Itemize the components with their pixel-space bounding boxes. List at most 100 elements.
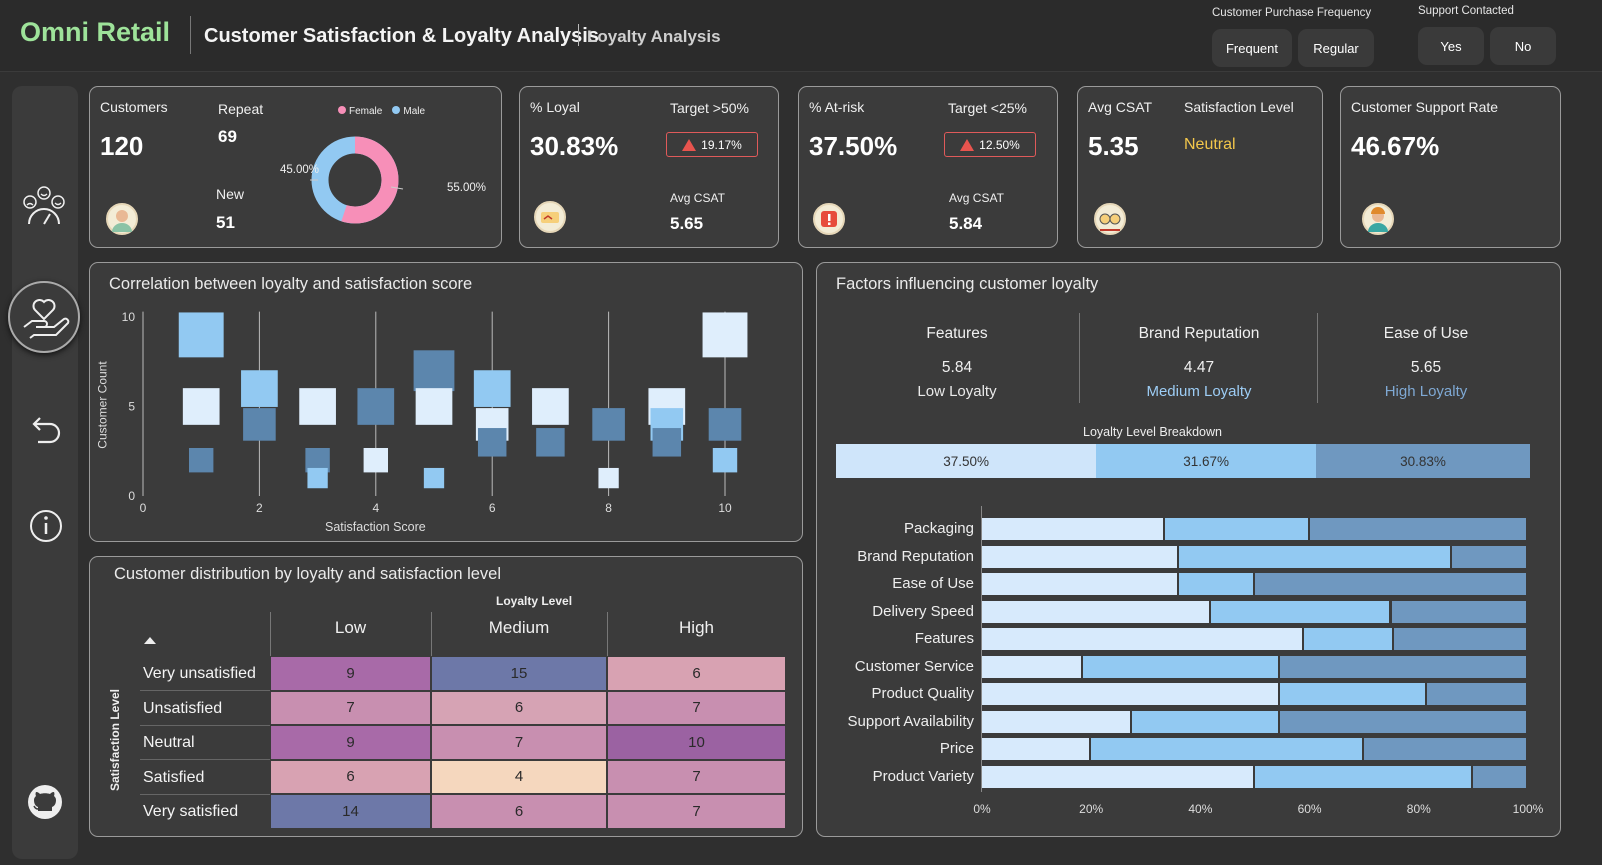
bar-segment[interactable] bbox=[982, 765, 1253, 788]
matrix-cell[interactable]: 9 bbox=[271, 726, 430, 759]
matrix-cell[interactable]: 7 bbox=[271, 691, 430, 724]
bar-x-tick: 0% bbox=[973, 802, 991, 816]
matrix-cell[interactable]: 7 bbox=[608, 795, 785, 828]
matrix-cell[interactable]: 6 bbox=[271, 760, 430, 793]
matrix-cell[interactable]: 4 bbox=[432, 760, 606, 793]
bar-segment[interactable] bbox=[1255, 573, 1526, 595]
bar-segment[interactable] bbox=[1091, 738, 1363, 760]
factor-column: Features 5.84 Low Loyalty bbox=[837, 325, 1077, 400]
matrix-cell[interactable]: 6 bbox=[432, 691, 606, 724]
matrix-cell[interactable]: 15 bbox=[432, 657, 606, 690]
bar-segment[interactable] bbox=[982, 710, 1131, 733]
scatter-point[interactable] bbox=[241, 370, 278, 407]
matrix-col-header[interactable]: High bbox=[679, 618, 714, 637]
scatter-point[interactable] bbox=[423, 467, 445, 489]
scatter-point[interactable] bbox=[598, 467, 619, 489]
bar-x-tick: 40% bbox=[1188, 802, 1213, 816]
bar-x-tick: 20% bbox=[1079, 802, 1104, 816]
customers-value: 120 bbox=[100, 131, 144, 161]
bar-segment[interactable] bbox=[1309, 518, 1526, 540]
matrix-cell[interactable]: 14 bbox=[271, 795, 430, 828]
scatter-point[interactable] bbox=[708, 408, 742, 441]
bar-segment[interactable] bbox=[1178, 545, 1450, 568]
scatter-point[interactable] bbox=[536, 428, 565, 457]
bar-segment[interactable] bbox=[1364, 738, 1526, 760]
scatter-point[interactable] bbox=[307, 467, 328, 489]
bar-segment[interactable] bbox=[982, 573, 1177, 595]
bar-segment[interactable] bbox=[1394, 628, 1526, 650]
bar-segment[interactable] bbox=[1391, 600, 1526, 623]
bar-segment[interactable] bbox=[1279, 710, 1526, 733]
loyal-target: Target >50% bbox=[670, 100, 749, 116]
bar-segment[interactable] bbox=[1304, 628, 1393, 650]
support-yes-button[interactable]: Yes bbox=[1418, 27, 1484, 65]
scatter-point[interactable] bbox=[477, 428, 507, 457]
matrix-cell[interactable]: 6 bbox=[608, 657, 785, 690]
bar-segment[interactable] bbox=[982, 683, 1278, 705]
matrix-cell[interactable]: 10 bbox=[608, 726, 785, 759]
bar-segment[interactable] bbox=[1426, 683, 1526, 705]
scatter-y-tick: 5 bbox=[128, 400, 135, 414]
bar-category-label: Price bbox=[939, 740, 974, 757]
breakdown-segment[interactable]: 37.50% bbox=[836, 444, 1097, 478]
support-rate-card: Customer Support Rate 46.67% bbox=[1340, 86, 1561, 248]
scatter-point[interactable] bbox=[189, 448, 214, 473]
matrix-cell[interactable]: 7 bbox=[432, 726, 606, 759]
sidebar bbox=[8, 86, 80, 859]
scatter-point[interactable] bbox=[363, 448, 388, 473]
frequent-filter-button[interactable]: Frequent bbox=[1212, 29, 1292, 67]
factor-name: Features bbox=[926, 325, 988, 342]
donut-female-slice[interactable] bbox=[311, 136, 399, 224]
scatter-point[interactable] bbox=[413, 350, 455, 392]
at-risk-card: % At-risk 37.50% Target <25% 12.50% Avg … bbox=[798, 86, 1058, 248]
scatter-point[interactable] bbox=[299, 388, 336, 425]
bar-category-label: Support Availability bbox=[847, 712, 974, 730]
scatter-point[interactable] bbox=[473, 370, 511, 407]
breakdown-segment[interactable]: 31.67% bbox=[1096, 444, 1317, 478]
matrix-col-header[interactable]: Medium bbox=[488, 618, 550, 637]
bar-segment[interactable] bbox=[1164, 518, 1308, 540]
scatter-point[interactable] bbox=[182, 388, 220, 425]
regular-filter-button[interactable]: Regular bbox=[1298, 29, 1374, 67]
back-arrow-icon[interactable] bbox=[26, 411, 64, 449]
bar-segment[interactable] bbox=[1178, 573, 1253, 595]
bar-segment[interactable] bbox=[1473, 765, 1526, 788]
bar-segment[interactable] bbox=[982, 545, 1177, 568]
bar-segment[interactable] bbox=[1255, 765, 1472, 788]
bar-segment[interactable] bbox=[1083, 655, 1278, 678]
loyalty-hand-heart-icon[interactable] bbox=[8, 281, 80, 353]
bar-segment[interactable] bbox=[982, 628, 1303, 650]
scatter-point[interactable] bbox=[532, 388, 569, 425]
bar-segment[interactable] bbox=[1279, 655, 1526, 678]
bar-segment[interactable] bbox=[1132, 710, 1278, 733]
bar-segment[interactable] bbox=[1279, 683, 1425, 705]
scatter-point[interactable] bbox=[652, 428, 682, 457]
scatter-point[interactable] bbox=[592, 408, 625, 441]
scatter-point[interactable] bbox=[357, 388, 395, 425]
sort-ascending-icon[interactable] bbox=[144, 637, 156, 644]
bar-segment[interactable] bbox=[982, 655, 1081, 678]
scatter-point[interactable] bbox=[415, 388, 453, 425]
scatter-point[interactable] bbox=[243, 408, 276, 441]
scatter-point[interactable] bbox=[178, 312, 224, 358]
scatter-point[interactable] bbox=[712, 448, 738, 473]
matrix-cell[interactable]: 7 bbox=[608, 760, 785, 793]
bar-segment[interactable] bbox=[982, 600, 1210, 623]
matrix-cell[interactable]: 6 bbox=[432, 795, 606, 828]
matrix-cell[interactable]: 7 bbox=[608, 691, 785, 724]
matrix-cell[interactable]: 9 bbox=[271, 657, 430, 690]
github-icon[interactable] bbox=[26, 783, 64, 821]
bar-segment[interactable] bbox=[1211, 600, 1390, 623]
bar-segment[interactable] bbox=[982, 738, 1090, 760]
info-icon[interactable] bbox=[28, 508, 64, 544]
matrix-row-label: Very satisfied bbox=[143, 803, 239, 820]
scatter-point[interactable] bbox=[702, 312, 748, 358]
breakdown-segment[interactable]: 30.83% bbox=[1316, 444, 1530, 478]
bar-segment[interactable] bbox=[982, 518, 1163, 540]
bar-segment[interactable] bbox=[1451, 545, 1526, 568]
satisfaction-meter-icon[interactable] bbox=[16, 182, 72, 228]
matrix-col-header[interactable]: Low bbox=[334, 618, 367, 637]
support-rate-label: Customer Support Rate bbox=[1351, 99, 1499, 115]
satisfied-faces-icon bbox=[1094, 203, 1126, 235]
support-no-button[interactable]: No bbox=[1490, 27, 1556, 65]
